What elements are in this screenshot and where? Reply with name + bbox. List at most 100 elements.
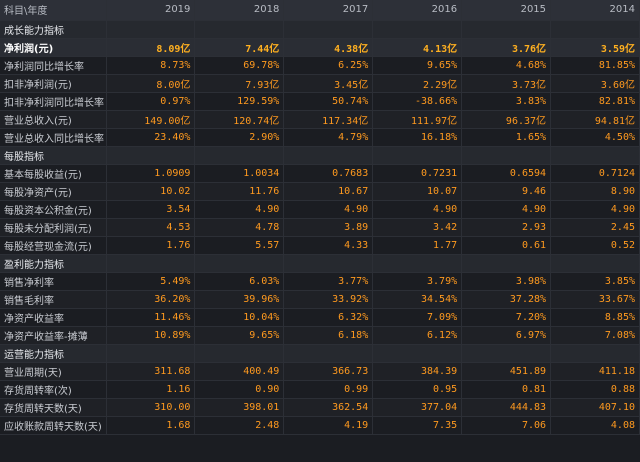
value-cell: 11.76 xyxy=(194,182,285,201)
table-row[interactable]: 每股未分配利润(元) 4.53 4.78 3.89 3.42 2.93 2.45 xyxy=(0,218,640,237)
value-cell: 4.08 xyxy=(550,416,640,435)
value-cell: 10.89% xyxy=(106,326,196,345)
value-cell: 6.18% xyxy=(283,326,374,345)
header-year[interactable]: 2015 xyxy=(461,0,552,21)
value-cell: 50.74% xyxy=(283,92,374,111)
row-label: 扣非净利润(元) xyxy=(0,74,107,93)
table-row[interactable]: 净利润(元) 8.09亿 7.44亿 4.38亿 4.13亿 3.76亿 3.59亿 xyxy=(0,38,640,57)
row-label: 营业周期(天) xyxy=(0,362,107,381)
value-cell: 8.09亿 xyxy=(106,38,196,57)
value-cell: 6.97% xyxy=(461,326,552,345)
value-cell: 3.83% xyxy=(461,92,552,111)
table-row[interactable]: 净资产收益率 11.46% 10.04% 6.32% 7.09% 7.20% 8.85% xyxy=(0,308,640,327)
value-cell: 7.44亿 xyxy=(194,38,285,57)
value-cell: 6.32% xyxy=(283,308,374,327)
table-row[interactable]: 扣非净利润(元) 8.00亿 7.93亿 3.45亿 2.29亿 3.73亿 3.60亿 xyxy=(0,74,640,93)
value-cell: 39.96% xyxy=(194,290,285,309)
value-cell: 4.53 xyxy=(106,218,196,237)
row-label: 净资产收益率-摊薄 xyxy=(0,326,107,345)
value-cell: 3.98% xyxy=(461,272,552,291)
value-cell: 8.00亿 xyxy=(106,74,196,93)
section-empty-cell xyxy=(372,344,463,363)
value-cell: 7.08% xyxy=(550,326,640,345)
value-cell: 9.65% xyxy=(194,326,285,345)
header-year[interactable]: 2016 xyxy=(372,0,463,21)
value-cell: 111.97亿 xyxy=(372,110,463,129)
table-row[interactable]: 基本每股收益(元) 1.0909 1.0034 0.7683 0.7231 0.6594 0… xyxy=(0,164,640,183)
value-cell: 4.90 xyxy=(550,200,640,219)
header-year[interactable]: 2018 xyxy=(194,0,285,21)
value-cell: 8.85% xyxy=(550,308,640,327)
value-cell: 3.60亿 xyxy=(550,74,640,93)
value-cell: 4.90 xyxy=(461,200,552,219)
row-label: 扣非净利润同比增长率 xyxy=(0,92,107,111)
table-row[interactable]: 净利润同比增长率 8.73% 69.78% 6.25% 9.65% 4.68% 81.85% xyxy=(0,56,640,75)
value-cell: 3.79% xyxy=(372,272,463,291)
value-cell: 0.52 xyxy=(550,236,640,255)
value-cell: 1.76 xyxy=(106,236,196,255)
section-title: 成长能力指标 xyxy=(0,20,107,39)
value-cell: 10.02 xyxy=(106,182,196,201)
value-cell: 0.7124 xyxy=(550,164,640,183)
table-row[interactable]: 扣非净利润同比增长率 0.97% 129.59% 50.74% -38.66% 3.83%… xyxy=(0,92,640,111)
value-cell: 4.78 xyxy=(194,218,285,237)
section-empty-cell xyxy=(461,254,552,273)
section-empty-cell xyxy=(550,344,640,363)
table-row[interactable]: 每股资本公积金(元) 3.54 4.90 4.90 4.90 4.90 4.90 xyxy=(0,200,640,219)
header-label: 科目\年度 xyxy=(0,0,107,21)
section-empty-cell xyxy=(194,344,285,363)
section-empty-cell xyxy=(283,20,374,39)
value-cell: 23.40% xyxy=(106,128,196,147)
value-cell: 33.67% xyxy=(550,290,640,309)
table-row[interactable]: 营业总收入(元) 149.00亿 120.74亿 117.34亿 111.97亿 96.3… xyxy=(0,110,640,129)
value-cell: 8.90 xyxy=(550,182,640,201)
header-year[interactable]: 2014 xyxy=(550,0,640,21)
table-row[interactable]: 净资产收益率-摊薄 10.89% 9.65% 6.18% 6.12% 6.97% 7.08% xyxy=(0,326,640,345)
section-empty-cell xyxy=(550,146,640,165)
value-cell: 366.73 xyxy=(283,362,374,381)
value-cell: 1.77 xyxy=(372,236,463,255)
row-label: 存货周转天数(天) xyxy=(0,398,107,417)
section-empty-cell xyxy=(194,20,285,39)
value-cell: 0.61 xyxy=(461,236,552,255)
section-title: 盈利能力指标 xyxy=(0,254,107,273)
value-cell: 384.39 xyxy=(372,362,463,381)
value-cell: 362.54 xyxy=(283,398,374,417)
value-cell: 37.28% xyxy=(461,290,552,309)
value-cell: 4.13亿 xyxy=(372,38,463,57)
value-cell: 3.77% xyxy=(283,272,374,291)
header-year[interactable]: 2019 xyxy=(106,0,196,21)
table-header-row: 科目\年度 2019 2018 2017 2016 2015 2014 xyxy=(0,0,640,21)
section-empty-cell xyxy=(106,254,196,273)
section-empty-cell xyxy=(372,254,463,273)
value-cell: 3.73亿 xyxy=(461,74,552,93)
section-header-row: 盈利能力指标 xyxy=(0,254,640,273)
table-row[interactable]: 应收账款周转天数(天) 1.68 2.48 4.19 7.35 7.06 4.08 xyxy=(0,416,640,435)
value-cell: 2.29亿 xyxy=(372,74,463,93)
table-row[interactable]: 每股净资产(元) 10.02 11.76 10.67 10.07 9.46 8.90 xyxy=(0,182,640,201)
table-row[interactable]: 销售毛利率 36.20% 39.96% 33.92% 34.54% 37.28% 33.67… xyxy=(0,290,640,309)
header-year[interactable]: 2017 xyxy=(283,0,374,21)
section-empty-cell xyxy=(283,254,374,273)
table-row[interactable]: 营业总收入同比增长率 23.40% 2.90% 4.79% 16.18% 1.65% 4.5… xyxy=(0,128,640,147)
section-title: 运营能力指标 xyxy=(0,344,107,363)
table-row[interactable]: 营业周期(天) 311.68 400.49 366.73 384.39 451.89 411… xyxy=(0,362,640,381)
value-cell: 11.46% xyxy=(106,308,196,327)
financial-indicators-table: 科目\年度 2019 2018 2017 2016 2015 2014 成长能力… xyxy=(0,0,640,435)
value-cell: 94.81亿 xyxy=(550,110,640,129)
table-body: 成长能力指标 净利润(元) 8.09亿 7.44亿 4.38亿 4.13亿 3.76亿 3.5… xyxy=(0,20,640,435)
table-row[interactable]: 存货周转天数(天) 310.00 398.01 362.54 377.04 444.83 4… xyxy=(0,398,640,417)
value-cell: 129.59% xyxy=(194,92,285,111)
value-cell: 4.50% xyxy=(550,128,640,147)
value-cell: 7.20% xyxy=(461,308,552,327)
value-cell: 4.38亿 xyxy=(283,38,374,57)
section-empty-cell xyxy=(194,146,285,165)
value-cell: 0.7683 xyxy=(283,164,374,183)
value-cell: 33.92% xyxy=(283,290,374,309)
table-row[interactable]: 销售净利率 5.49% 6.03% 3.77% 3.79% 3.98% 3.85% xyxy=(0,272,640,291)
value-cell: 3.76亿 xyxy=(461,38,552,57)
value-cell: 310.00 xyxy=(106,398,196,417)
value-cell: 0.97% xyxy=(106,92,196,111)
table-row[interactable]: 存货周转率(次) 1.16 0.90 0.99 0.95 0.81 0.88 xyxy=(0,380,640,399)
table-row[interactable]: 每股经营现金流(元) 1.76 5.57 4.33 1.77 0.61 0.52 xyxy=(0,236,640,255)
